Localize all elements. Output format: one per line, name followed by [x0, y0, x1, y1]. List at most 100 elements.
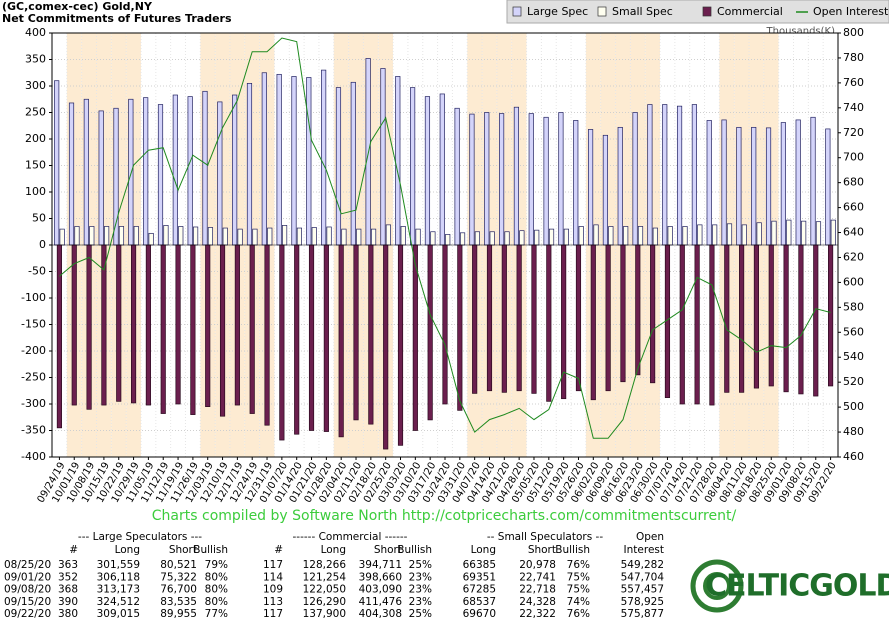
bar [691, 104, 697, 246]
bar [813, 244, 819, 397]
table-cell: 80,521 [160, 559, 197, 571]
bar [513, 106, 520, 246]
bar [178, 226, 184, 246]
bar [335, 87, 342, 246]
y2-tick-label: 780 [843, 51, 864, 64]
bar [104, 226, 110, 246]
table-cell: 08/25/20 [4, 559, 51, 571]
table-cell: 09/22/20 [4, 608, 51, 620]
table-cell: 80% [205, 596, 228, 608]
bar [756, 222, 762, 246]
bar [116, 244, 122, 402]
bar [157, 104, 164, 246]
y-tick-label: 150 [25, 159, 46, 172]
table-cell: 75% [567, 584, 590, 596]
bar [439, 93, 445, 246]
bar [694, 244, 700, 405]
table-cell: 306,118 [97, 571, 140, 583]
table-column-header: # [274, 544, 283, 556]
table-cell: 76% [567, 608, 590, 620]
bar [98, 110, 104, 246]
logo-text: CELTICGOLD [705, 569, 889, 604]
legend-label: Large Spec [527, 5, 588, 18]
table-cell: 77% [205, 608, 228, 620]
y2-tick-label: 700 [843, 151, 864, 164]
bar [383, 244, 389, 450]
bar [484, 112, 490, 246]
bar [232, 94, 238, 246]
bar [54, 80, 60, 246]
logo-ring [690, 559, 744, 613]
y2-tick-label: 540 [843, 350, 864, 363]
bar [650, 244, 656, 384]
table-cell: 09/01/20 [4, 571, 51, 583]
y2-tick-label: 600 [843, 275, 864, 288]
bar [679, 244, 685, 405]
y-tick-label: 400 [25, 26, 46, 39]
table-cell: 390 [58, 596, 78, 608]
bar [623, 226, 629, 246]
bar [578, 226, 584, 246]
bar [469, 113, 475, 246]
table-cell: 80% [205, 584, 228, 596]
bar [825, 128, 831, 246]
legend-box [506, 0, 889, 24]
y-tick-label: -50 [28, 265, 46, 278]
bar [148, 232, 154, 246]
bar [652, 227, 658, 246]
bar [205, 244, 211, 407]
table-cell: 69351 [463, 571, 496, 583]
table-cell: 137,900 [303, 608, 346, 620]
y2-tick-label: 740 [843, 101, 864, 114]
bar [341, 228, 347, 246]
bar [815, 221, 822, 246]
bar [590, 244, 596, 401]
bar [187, 96, 193, 246]
bar [712, 224, 718, 246]
bar [83, 98, 89, 246]
bar [427, 244, 433, 421]
bar [620, 244, 626, 383]
legend-label: Small Spec [612, 5, 673, 18]
y-tick-label: 200 [25, 132, 46, 145]
bar [647, 104, 653, 246]
table-cell: 23% [409, 571, 432, 583]
legend-swatch [597, 6, 607, 17]
bar [662, 104, 668, 246]
bar [261, 72, 267, 246]
line [59, 37, 831, 439]
bar [459, 232, 466, 246]
legend-swatch [512, 6, 522, 17]
table-column-header: Short [374, 544, 402, 556]
bar [86, 244, 92, 410]
bar [617, 126, 623, 246]
table-cell: 301,559 [97, 559, 140, 571]
bar [306, 77, 312, 246]
bar [605, 244, 611, 392]
bar [501, 244, 507, 393]
table-group-header: --- Large Speculators --- [78, 531, 202, 543]
y2-tick-label: 800 [843, 26, 864, 39]
table-cell: 25% [409, 608, 432, 620]
bar [543, 116, 549, 246]
table-cell: 352 [58, 571, 78, 583]
bar [736, 126, 742, 246]
table-cell: 24,328 [519, 596, 556, 608]
bar [74, 226, 80, 246]
y2-tick-label: 760 [843, 76, 864, 89]
legend-label: Commercial [717, 5, 783, 18]
bar [252, 228, 258, 246]
table-cell: 557,457 [621, 584, 664, 596]
bar [682, 226, 688, 246]
bar [128, 98, 134, 246]
bar [442, 244, 448, 405]
bar [68, 102, 75, 246]
table-cell: 83,535 [160, 596, 197, 608]
logo: CELTICGOLD [688, 556, 889, 616]
chart-subtitle: Net Commitments of Futures Traders [2, 12, 232, 25]
bar [810, 116, 816, 246]
table-column-header: Bullish [555, 544, 590, 556]
y-tick-label: 50 [32, 212, 46, 225]
y2-tick-label: 560 [843, 325, 864, 338]
